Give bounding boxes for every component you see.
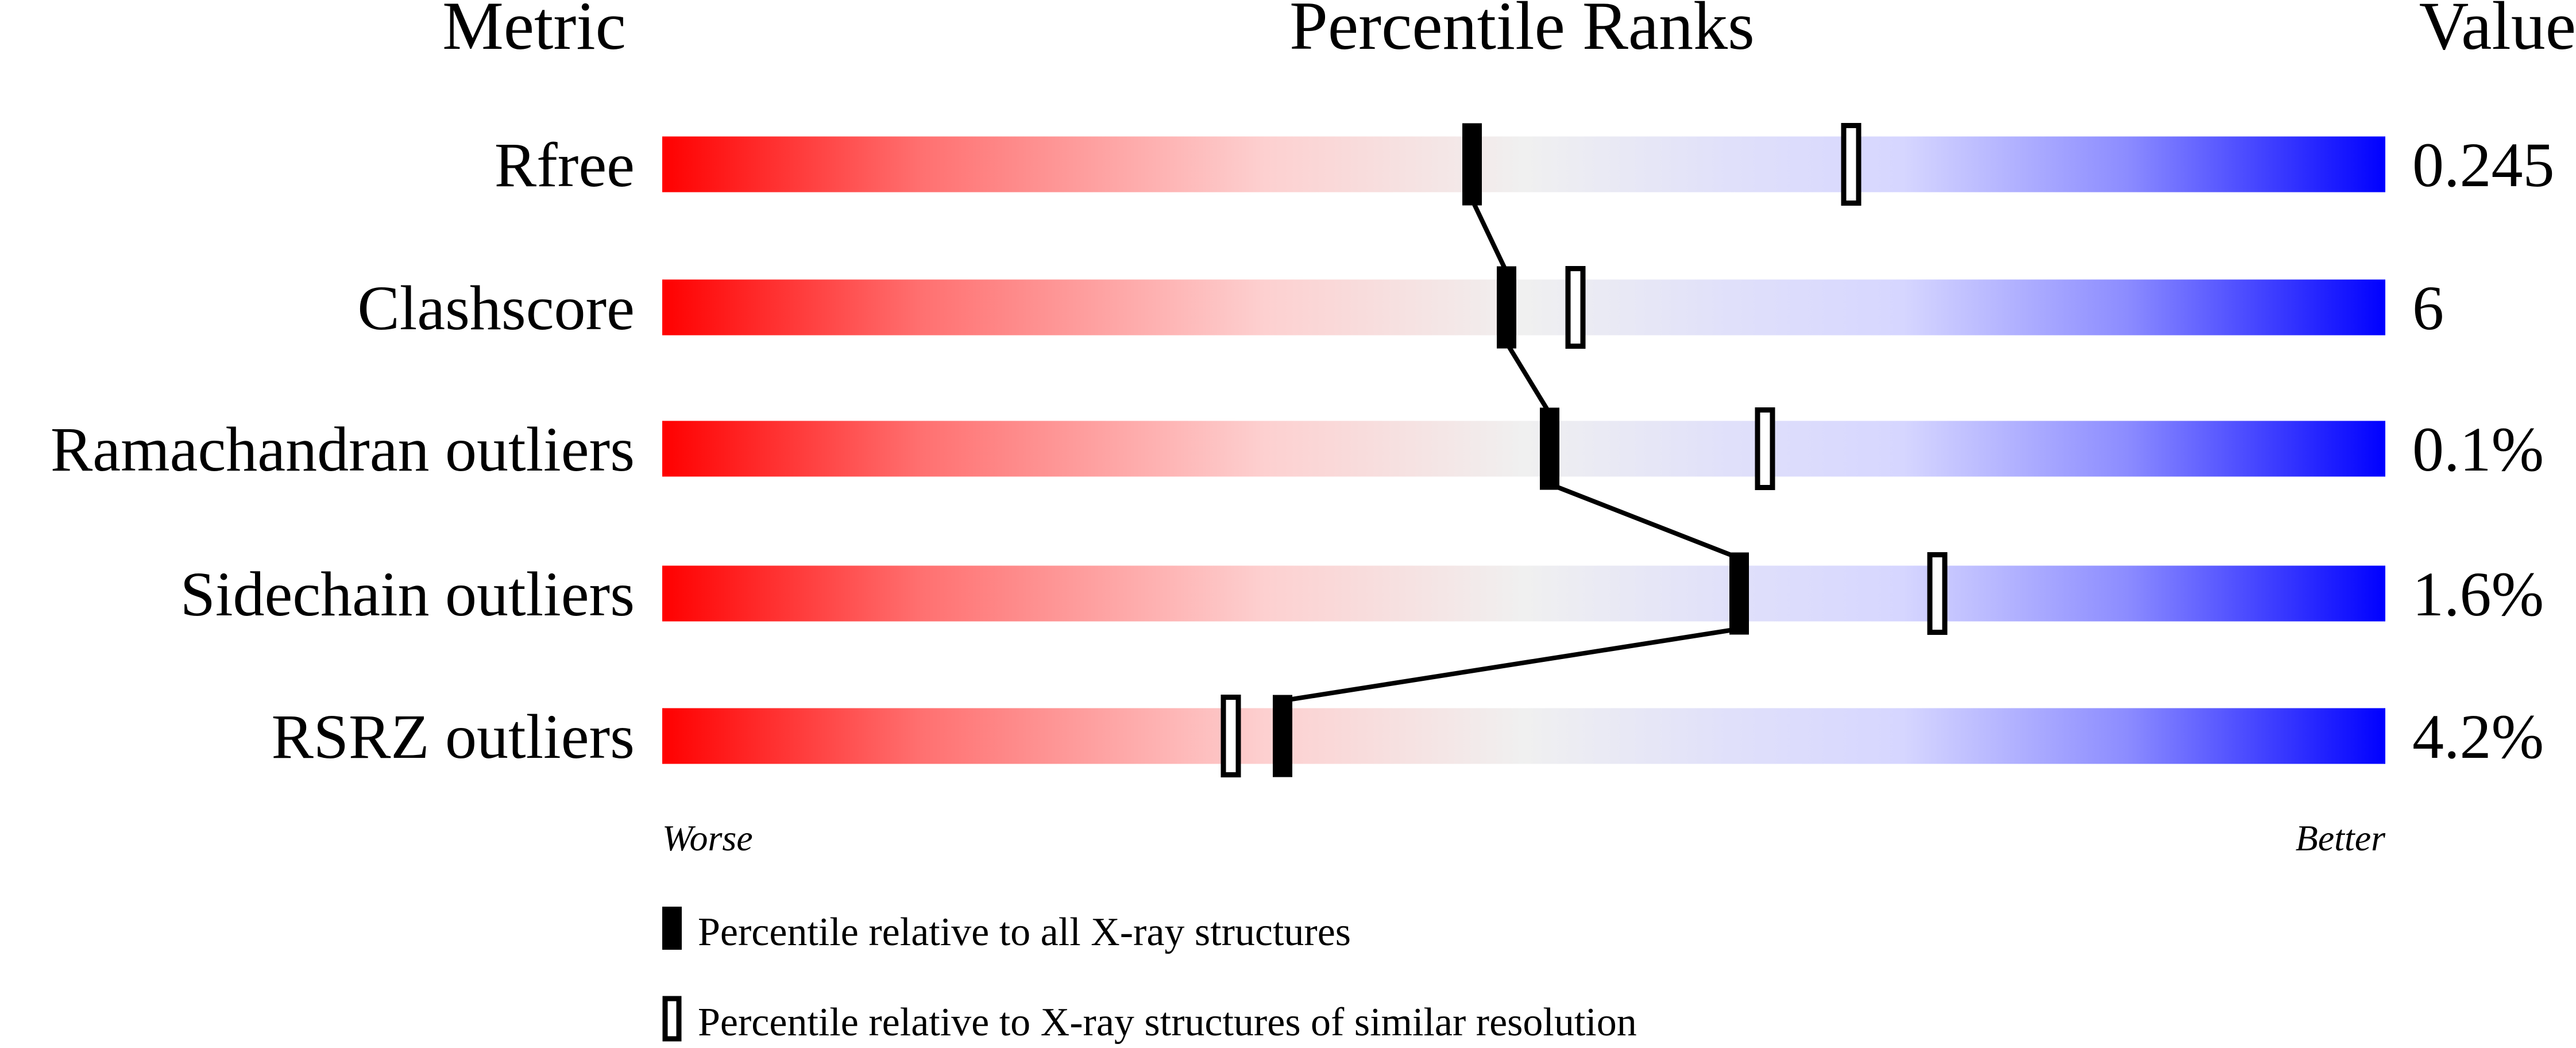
axis-label-worse: Worse	[662, 818, 753, 858]
header-metric: Metric	[442, 0, 626, 64]
marker-similar-resolution	[1755, 407, 1775, 490]
marker-all-structures	[1540, 407, 1559, 490]
header-value: Value	[2419, 0, 2576, 64]
connector-line	[1548, 481, 1740, 561]
percentile-bar	[662, 421, 2385, 477]
metric-label: Rfree	[495, 130, 635, 200]
marker-all-structures	[1273, 695, 1292, 777]
axis-label-better: Better	[2296, 818, 2386, 858]
metric-label: Clashscore	[357, 273, 635, 343]
marker-similar-resolution	[1841, 123, 1861, 206]
percentile-bar	[662, 279, 2385, 336]
metric-label: RSRZ outliers	[271, 702, 635, 772]
metric-value: 6	[2412, 273, 2444, 343]
percentile-bar	[662, 136, 2385, 192]
marker-similar-resolution	[1927, 552, 1948, 635]
metric-label: Ramachandran outliers	[51, 414, 635, 484]
marker-similar-resolution	[1565, 266, 1586, 349]
marker-similar-resolution	[1221, 695, 1241, 777]
legend-all: Percentile relative to all X-ray structu…	[698, 910, 1351, 954]
metric-value: 0.245	[2412, 130, 2555, 200]
connector-line	[1504, 341, 1552, 415]
marker-all-structures	[1729, 552, 1749, 635]
legend-filled-marker	[662, 907, 682, 950]
header-ranks: Percentile Ranks	[1289, 0, 1755, 64]
percentile-bar	[662, 565, 2385, 622]
metric-value: 1.6%	[2412, 559, 2544, 629]
marker-all-structures	[1497, 266, 1516, 349]
connector-line	[1282, 626, 1740, 703]
legend-open-marker	[662, 996, 682, 1042]
metric-value: 4.2%	[2412, 702, 2544, 772]
legend-similar: Percentile relative to X-ray structures …	[698, 1000, 1637, 1045]
percentile-bar	[662, 708, 2385, 764]
metric-label: Sidechain outliers	[180, 559, 635, 629]
connector-line	[1470, 198, 1509, 273]
metric-value: 0.1%	[2412, 414, 2544, 484]
marker-all-structures	[1462, 123, 1482, 206]
